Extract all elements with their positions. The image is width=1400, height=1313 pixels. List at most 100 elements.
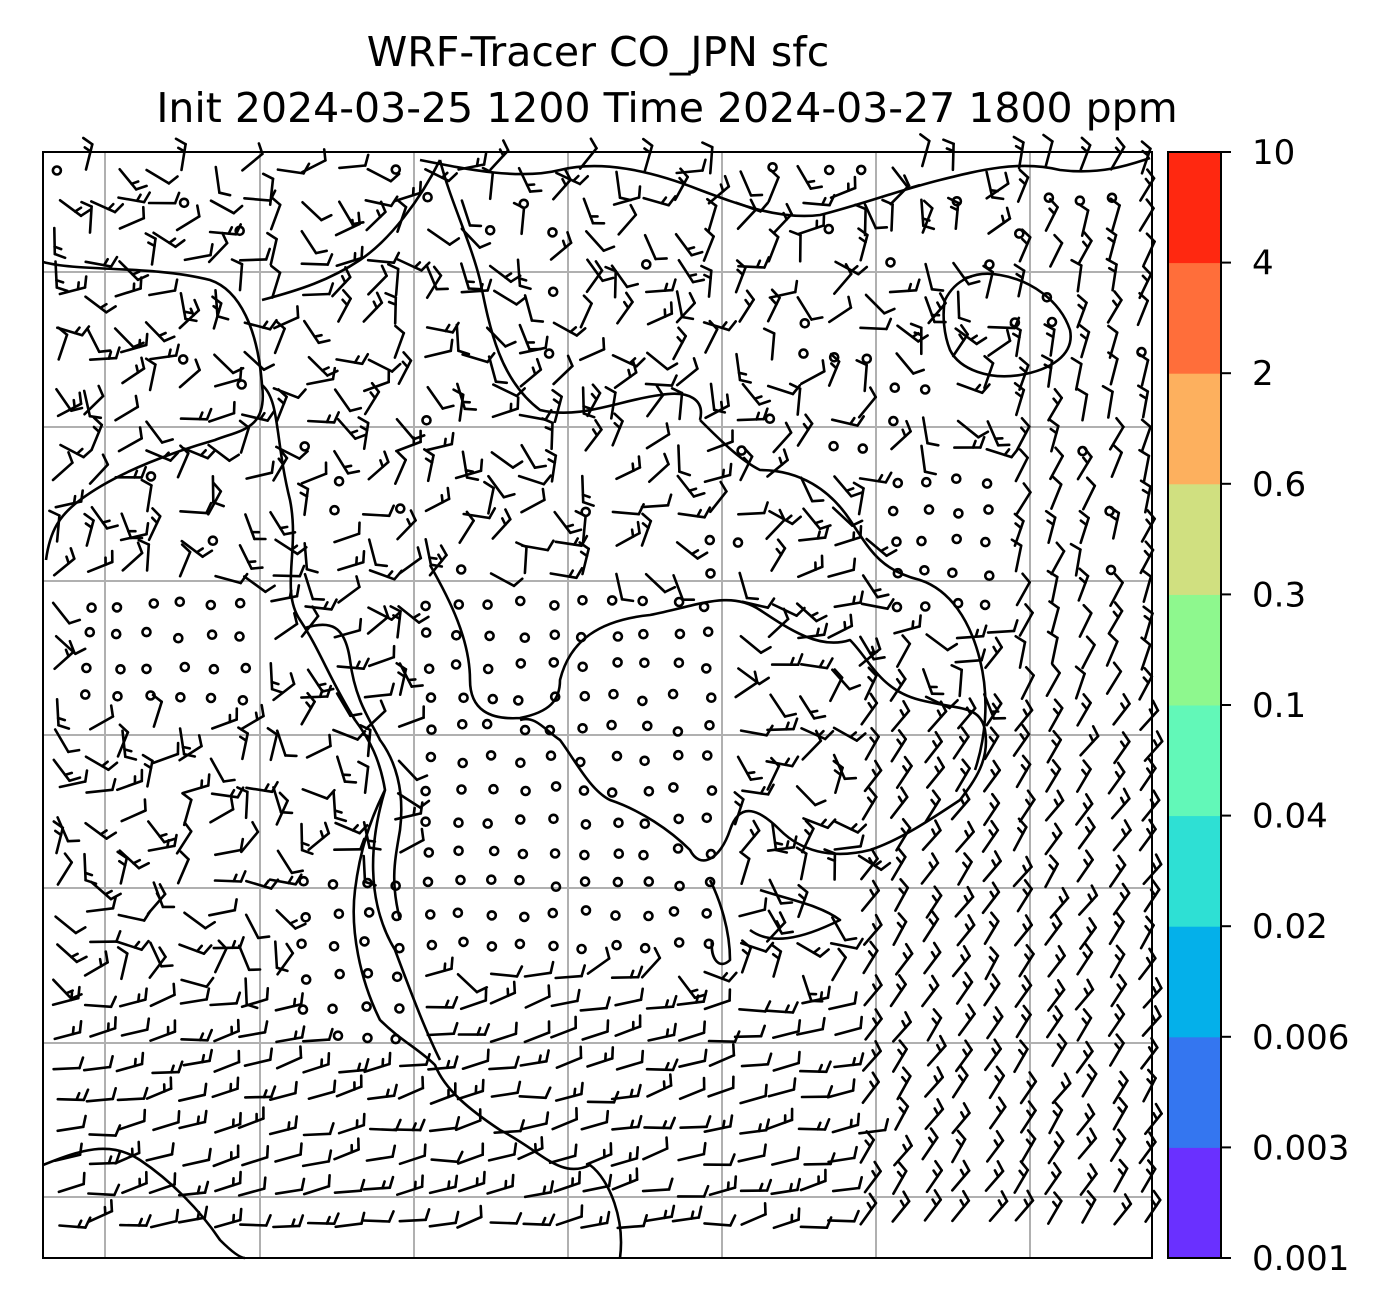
wind-barb xyxy=(55,697,71,730)
wind-barb xyxy=(301,282,335,297)
wind-barb xyxy=(611,353,646,368)
wind-calm-marker xyxy=(514,938,526,950)
wind-barb xyxy=(1048,1100,1064,1135)
wind-barb xyxy=(118,987,148,1008)
wind-barb xyxy=(461,1048,490,1070)
wind-barb xyxy=(1077,1127,1098,1160)
wind-calm-marker xyxy=(923,504,935,515)
wind-barb xyxy=(397,705,426,728)
wind-barb xyxy=(333,617,363,639)
wind-barb xyxy=(1140,568,1153,604)
wind-calm-marker xyxy=(148,598,160,609)
wind-calm-marker xyxy=(612,657,623,668)
wind-barb xyxy=(149,982,176,1008)
wind-barb xyxy=(797,525,830,542)
wind-barb xyxy=(1113,1158,1129,1193)
wind-barb xyxy=(741,382,772,406)
wind-barb xyxy=(54,489,84,509)
wind-barb xyxy=(51,985,81,1007)
wind-barb xyxy=(1079,917,1097,950)
wind-barb xyxy=(795,602,828,623)
wind-barb xyxy=(1019,1071,1038,1105)
wind-calm-marker xyxy=(857,443,869,454)
wind-barb xyxy=(119,521,150,542)
wind-barb xyxy=(1014,974,1033,1008)
wind-barb xyxy=(708,1175,738,1197)
wind-barb xyxy=(1049,446,1064,481)
wind-barb xyxy=(56,943,88,964)
wind-barb xyxy=(428,544,448,577)
wind-barb xyxy=(702,227,715,262)
wind-barb xyxy=(924,789,942,823)
wind-barb xyxy=(1046,569,1059,604)
wind-calm-marker xyxy=(300,974,312,985)
wind-barb xyxy=(982,264,995,299)
wind-calm-marker xyxy=(606,719,617,731)
wind-barb xyxy=(832,759,844,795)
wind-barb xyxy=(363,682,395,699)
wind-barb xyxy=(706,429,734,453)
wind-barb xyxy=(1075,793,1094,826)
wind-barb xyxy=(1138,666,1154,701)
wind-calm-marker xyxy=(668,906,680,917)
wind-barb xyxy=(51,451,74,482)
wind-barb xyxy=(176,850,190,885)
wind-calm-marker xyxy=(482,663,494,675)
wind-barb xyxy=(704,393,730,420)
wind-calm-marker xyxy=(458,936,469,948)
wind-barb xyxy=(1044,509,1057,545)
wind-barb xyxy=(799,476,825,503)
wind-barb xyxy=(237,726,249,761)
wind-barb xyxy=(517,166,543,193)
wind-barb xyxy=(367,264,388,296)
wind-barb xyxy=(862,913,883,946)
wind-calm-marker xyxy=(548,813,559,825)
wind-barb xyxy=(827,1145,858,1164)
wind-barb xyxy=(982,759,1002,793)
wind-barb xyxy=(522,1213,556,1227)
wind-calm-marker xyxy=(178,197,190,209)
colorbar-bin xyxy=(1168,262,1221,374)
wind-barb xyxy=(770,538,787,572)
wind-calm-marker xyxy=(548,940,559,952)
wind-calm-marker xyxy=(674,628,686,640)
wind-barb xyxy=(675,158,707,175)
wind-barb xyxy=(645,1058,679,1072)
wind-barb xyxy=(610,965,644,980)
wind-barb xyxy=(734,670,759,699)
wind-barb xyxy=(238,419,251,454)
wind-barb xyxy=(1044,1162,1062,1196)
wind-barb xyxy=(895,817,912,852)
wind-barb xyxy=(212,1144,240,1168)
wind-barb xyxy=(176,444,190,479)
wind-barb xyxy=(1136,291,1149,327)
wind-barb xyxy=(1109,854,1127,888)
wind-barb xyxy=(672,326,688,361)
wind-barb xyxy=(893,1134,913,1167)
wind-barb xyxy=(208,898,238,917)
wind-barb xyxy=(796,554,824,579)
wind-calm-marker xyxy=(458,692,469,704)
wind-barb xyxy=(489,980,517,1005)
wind-barb xyxy=(268,873,303,886)
wind-barb xyxy=(148,1172,177,1195)
wind-barb xyxy=(707,174,731,205)
wind-calm-marker xyxy=(237,694,249,706)
wind-barb xyxy=(214,1207,243,1229)
wind-barb xyxy=(58,769,89,789)
wind-calm-marker xyxy=(177,354,189,365)
wind-barb xyxy=(643,233,668,261)
wind-barb xyxy=(118,205,146,230)
wind-barb xyxy=(770,653,804,667)
wind-barb xyxy=(118,260,150,282)
wind-barb xyxy=(1070,258,1083,293)
wind-calm-marker xyxy=(450,629,462,641)
wind-calm-marker xyxy=(450,659,462,670)
wind-barb xyxy=(51,601,82,625)
wind-calm-marker xyxy=(861,353,873,365)
wind-barb xyxy=(891,1010,912,1043)
wind-barb xyxy=(987,206,1012,235)
wind-barb xyxy=(1012,723,1031,757)
wind-barb xyxy=(57,1171,86,1194)
wind-calm-marker xyxy=(390,1033,402,1045)
